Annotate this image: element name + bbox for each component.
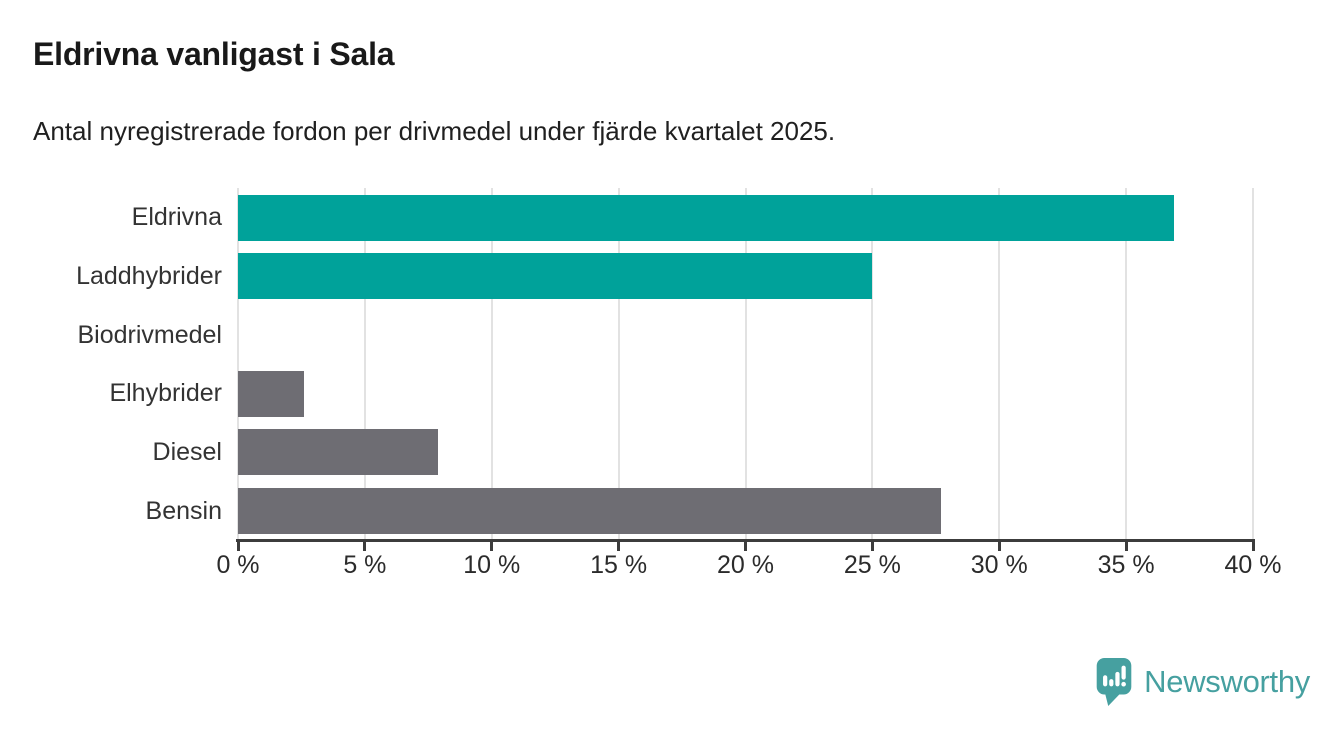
- x-tick-label-30: 30 %: [970, 551, 1028, 579]
- category-label-laddhybrider: Laddhybrider: [76, 262, 222, 290]
- x-tick-label-35: 35 %: [1097, 551, 1155, 579]
- x-tick-label-25: 25 %: [843, 551, 901, 579]
- x-tick-label-0: 0 %: [216, 551, 260, 579]
- category-label-elhybrider: Elhybrider: [109, 379, 222, 408]
- x-tick-label-15: 15 %: [590, 551, 648, 579]
- category-label-eldrivna: Eldrivna: [131, 203, 222, 232]
- x-tick-20: [744, 539, 747, 551]
- x-tick-5: [363, 539, 367, 551]
- gridline-40: [1252, 188, 1254, 540]
- bar-elhybrider: [238, 370, 304, 417]
- x-tick-35: [1124, 539, 1128, 551]
- bar-diesel: [238, 429, 439, 476]
- category-label-biodrivmedel: Biodrivmedel: [77, 320, 222, 349]
- x-tick-25: [870, 539, 874, 551]
- gridline-25: [871, 188, 874, 540]
- x-tick-10: [490, 539, 494, 551]
- x-tick-label-40: 40 %: [1224, 551, 1282, 579]
- chart-title: Eldrivna vanligast i Sala: [33, 36, 395, 72]
- gridline-10: [490, 188, 493, 540]
- bar-bensin: [238, 487, 941, 534]
- category-label-diesel: Diesel: [152, 438, 222, 466]
- branding: Newsworthy: [1094, 657, 1310, 707]
- x-tick-15: [617, 539, 621, 551]
- gridline-20: [744, 188, 747, 540]
- gridline-30: [998, 188, 1001, 540]
- bar-eldrivna: [238, 194, 1175, 241]
- gridline-35: [1125, 188, 1128, 540]
- x-tick-30: [997, 539, 1001, 551]
- newsworthy-logo-icon: [1096, 657, 1132, 707]
- x-tick-40: [1251, 539, 1255, 551]
- x-tick-label-5: 5 %: [343, 551, 387, 579]
- bar-laddhybrider: [238, 253, 873, 300]
- x-tick-label-10: 10 %: [463, 551, 521, 579]
- chart-subtitle: Antal nyregistrerade fordon per drivmede…: [33, 116, 836, 146]
- gridline-5: [363, 188, 366, 540]
- x-tick-label-20: 20 %: [717, 551, 774, 579]
- gridline-0: [237, 188, 239, 540]
- category-label-bensin: Bensin: [145, 496, 222, 525]
- gridline-15: [617, 188, 620, 540]
- x-tick-0: [236, 539, 240, 551]
- newsworthy-logo-text: Newsworthy: [1144, 664, 1310, 699]
